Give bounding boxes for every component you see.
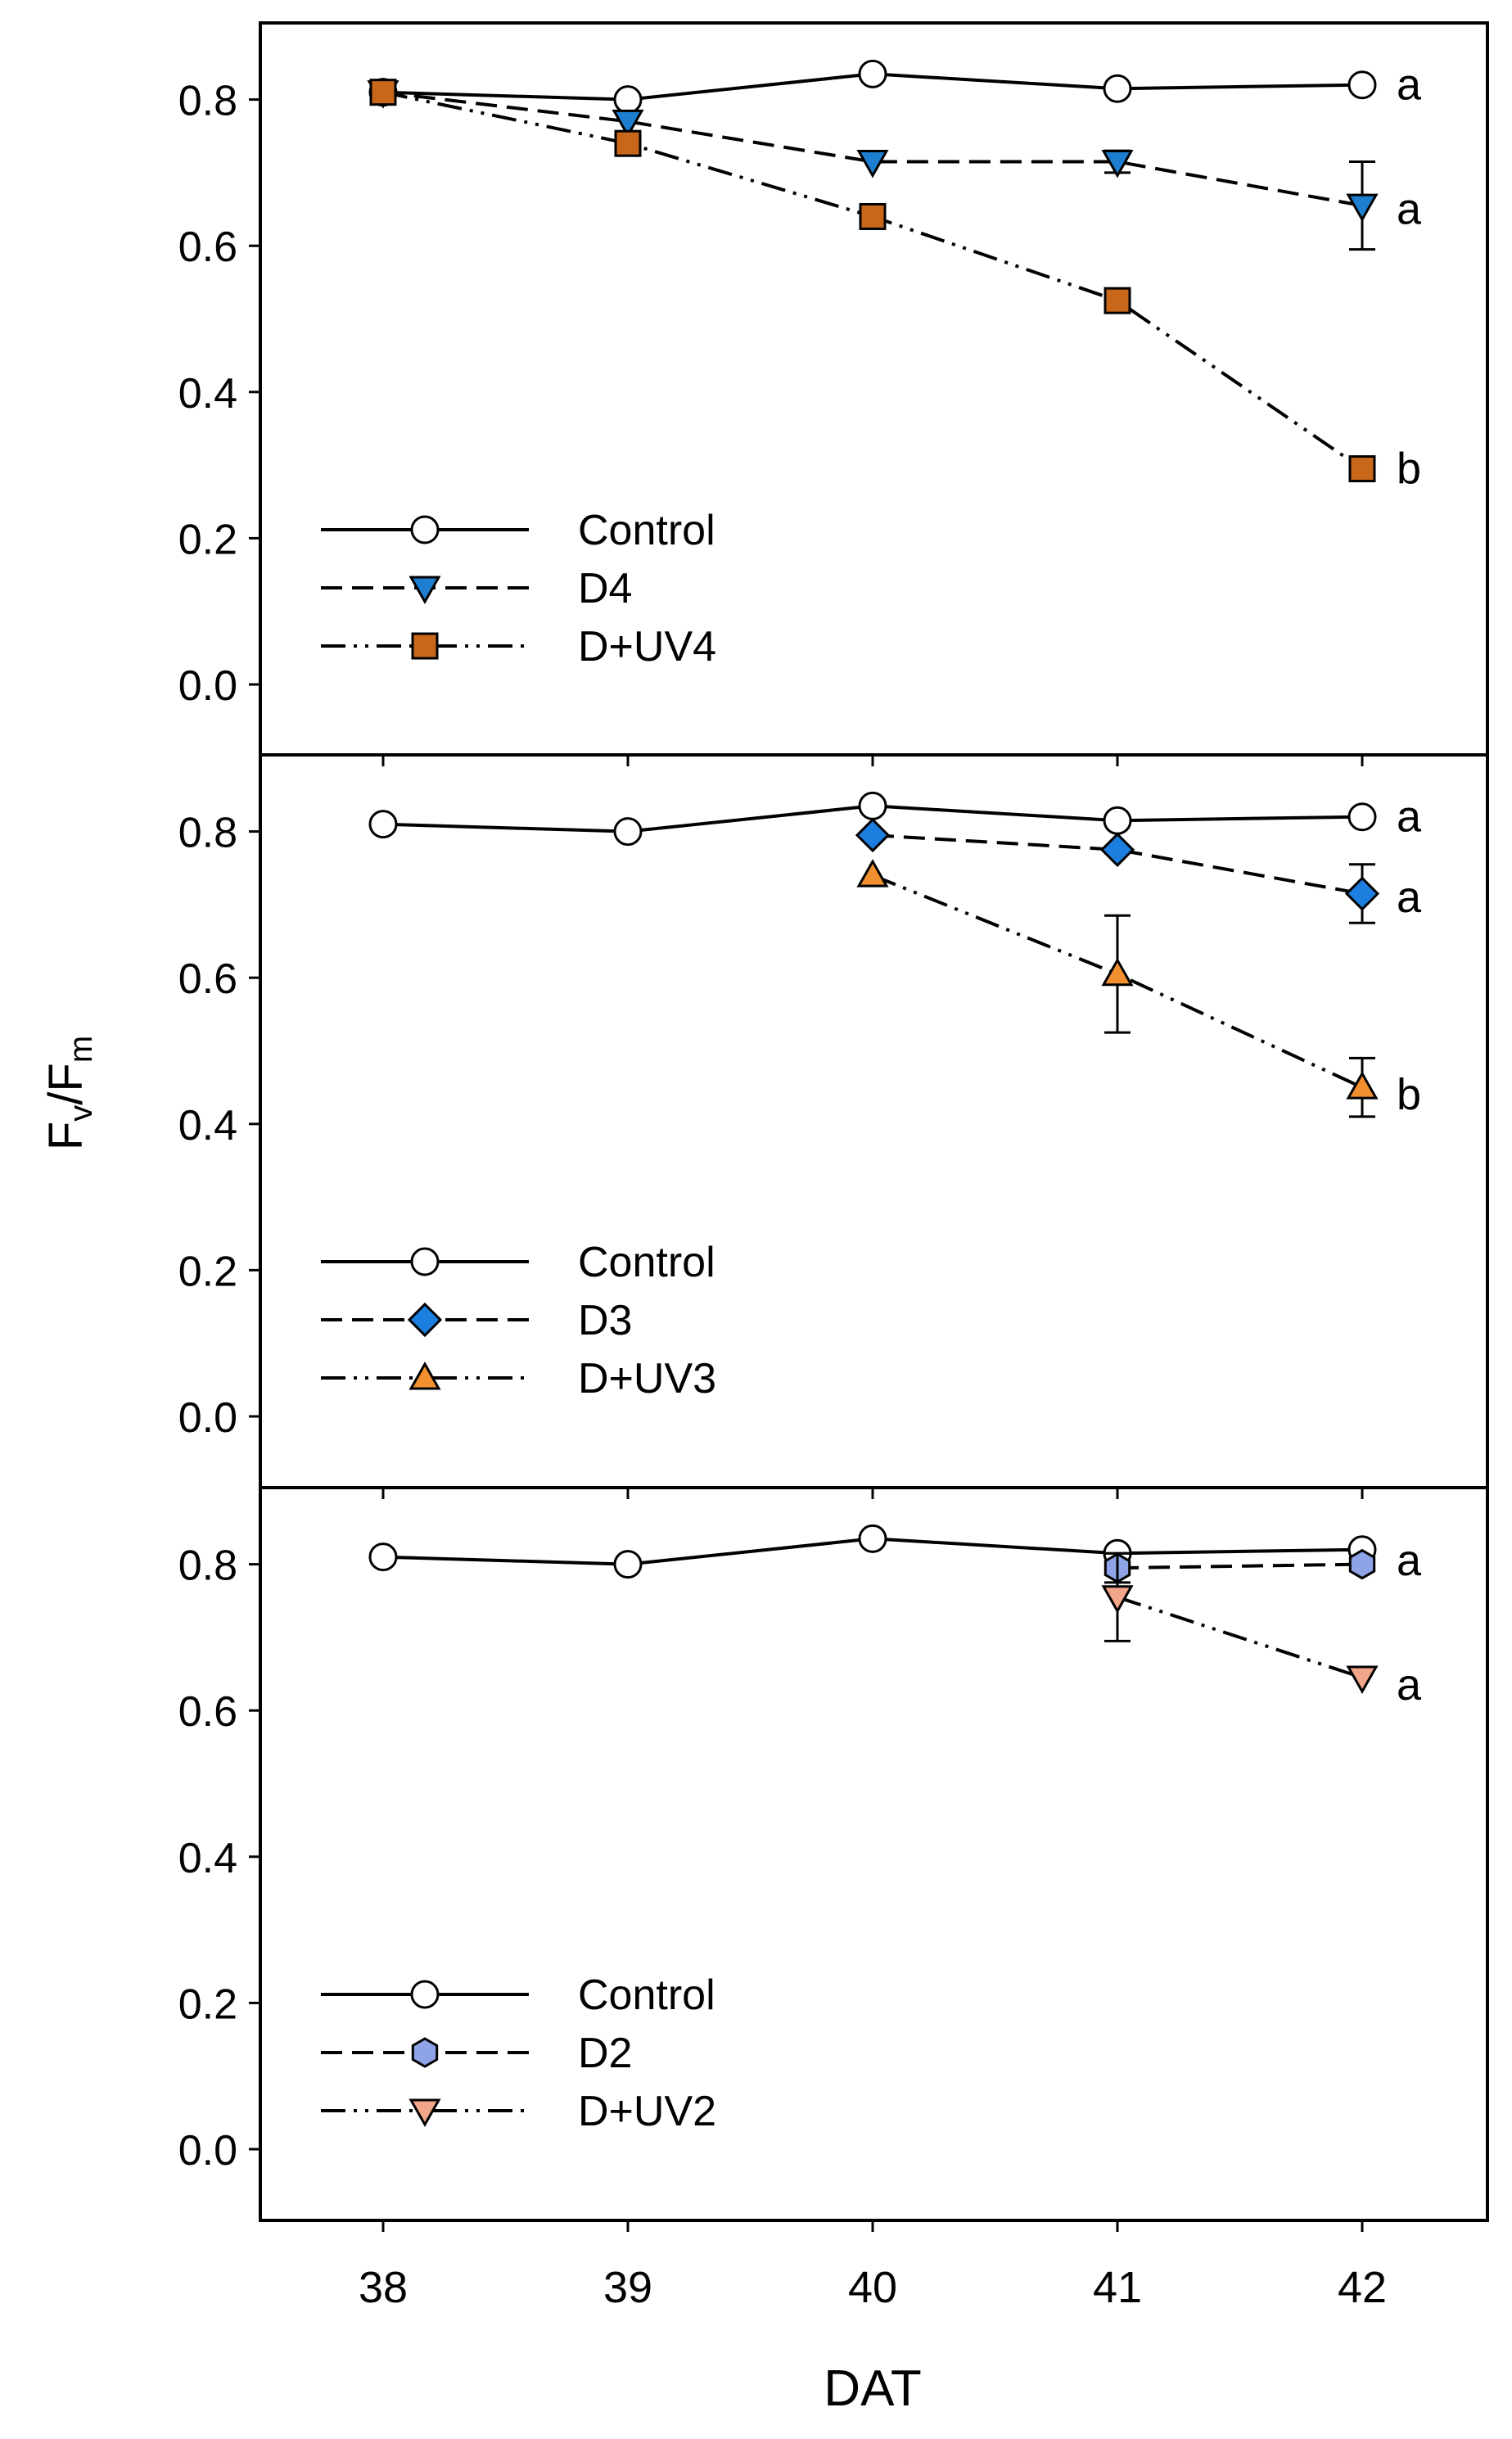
legend-label: D+UV2 <box>578 2088 716 2135</box>
y-axis-title-text: Fv/Fm <box>39 1036 99 1150</box>
point-d-uv3 <box>856 859 889 888</box>
y-tick-label: 0.4 <box>178 1102 237 1149</box>
point-d-uv4 <box>614 129 642 157</box>
legend-marker <box>408 2098 441 2128</box>
point-d3 <box>855 817 891 853</box>
legend-marker <box>410 515 440 544</box>
point-control <box>368 1542 398 1572</box>
significance-letter: a <box>1397 1660 1422 1710</box>
point-control <box>858 791 887 820</box>
y-tick-label: 0.2 <box>178 516 237 563</box>
legend-label: Control <box>578 507 715 554</box>
point-d-uv4 <box>859 202 887 230</box>
y-tick-label: 0.6 <box>178 1688 237 1736</box>
point-control <box>858 59 887 88</box>
y-tick-label: 0.2 <box>178 1981 237 2028</box>
legend-marker <box>410 1980 440 2009</box>
point-d4 <box>1101 150 1134 178</box>
series-line-d3 <box>872 833 1363 896</box>
x-tick-label: 39 <box>603 2263 652 2312</box>
legend-marker <box>411 632 439 660</box>
legend-marker <box>407 1302 443 1338</box>
point-control <box>613 1550 643 1579</box>
legend: Control D2 D+UV2 <box>321 1972 716 2135</box>
point-d-uv4 <box>1104 287 1131 314</box>
point-d3 <box>1099 832 1135 868</box>
point-control <box>1103 74 1132 103</box>
y-tick-label: 0.8 <box>178 78 237 125</box>
significance-letter: a <box>1397 1536 1422 1585</box>
legend-label: D+UV3 <box>578 1355 716 1402</box>
point-control <box>1347 802 1377 832</box>
y-tick-label: 0.8 <box>178 1542 237 1590</box>
legend-label: Control <box>578 1972 715 2019</box>
significance-letter: a <box>1397 873 1422 922</box>
significance-letter: a <box>1397 793 1422 842</box>
y-tick-label: 0.0 <box>178 2127 237 2175</box>
point-control <box>613 85 643 115</box>
x-tick-label: 42 <box>1338 2263 1387 2312</box>
y-tick-label: 0.6 <box>178 955 237 1003</box>
y-tick-label: 0.6 <box>178 224 237 271</box>
point-d-uv4 <box>1348 455 1376 483</box>
point-d4 <box>1346 193 1379 223</box>
x-tick-label: 38 <box>359 2263 408 2312</box>
legend: Control D4 D+UV4 <box>321 507 716 671</box>
point-d-uv3 <box>1346 1071 1379 1100</box>
legend-label: D2 <box>578 2030 632 2077</box>
y-tick-label: 0.0 <box>178 662 237 710</box>
legend-marker <box>408 576 441 605</box>
y-tick-label: 0.2 <box>178 1248 237 1295</box>
point-d-uv2 <box>1346 1665 1379 1695</box>
y-tick-label: 0.4 <box>178 370 237 418</box>
point-d2 <box>1348 1548 1376 1580</box>
panel-2: 0.0 0.2 0.4 0.6 0.8 aa b Control D3 D+UV3 <box>178 753 1489 1499</box>
series-line-d-uv4 <box>382 90 1364 471</box>
series-line-d2 <box>1117 1562 1363 1570</box>
series-line-d4 <box>382 90 1363 208</box>
series-line-d-uv2 <box>1117 1595 1363 1679</box>
point-d3 <box>1344 876 1380 911</box>
legend-marker <box>411 2037 439 2068</box>
x-tick-label: 41 <box>1093 2263 1142 2312</box>
x-axis-title: DAT <box>824 2360 921 2417</box>
point-control <box>1347 70 1377 100</box>
point-control <box>613 817 643 847</box>
point-control <box>858 1524 887 1553</box>
y-axis-title: Fv/Fm <box>39 1036 99 1150</box>
panel-1: 0.0 0.2 0.4 0.6 0.8 a a b Control D4 D+UV4 <box>178 21 1489 766</box>
point-d4 <box>612 109 644 138</box>
y-tick-label: 0.8 <box>178 810 237 857</box>
significance-letter: a <box>1397 185 1422 234</box>
y-tick-label: 0.4 <box>178 1835 237 1882</box>
significance-letter: b <box>1397 445 1421 494</box>
point-control <box>368 810 398 839</box>
legend-label: D3 <box>578 1297 632 1344</box>
legend-label: D4 <box>578 565 632 612</box>
panel-3: 0.0 0.2 0.4 0.6 0.8 a a Control D2 D+UV2 <box>178 1486 1489 2232</box>
point-d-uv3 <box>1101 957 1134 987</box>
point-d-uv2 <box>1101 1585 1134 1614</box>
legend-marker <box>408 1361 441 1390</box>
significance-letter: a <box>1397 61 1422 110</box>
legend-label: D+UV4 <box>578 623 716 671</box>
significance-letter: b <box>1397 1070 1421 1119</box>
legend-marker <box>410 1247 440 1276</box>
y-tick-label: 0.0 <box>178 1394 237 1442</box>
point-d4 <box>856 150 889 178</box>
point-control <box>1103 806 1132 835</box>
legend-label: Control <box>578 1239 715 1286</box>
point-d-uv4 <box>369 79 397 106</box>
x-tick-label: 40 <box>848 2263 897 2312</box>
legend: Control D3 D+UV3 <box>321 1239 716 1402</box>
